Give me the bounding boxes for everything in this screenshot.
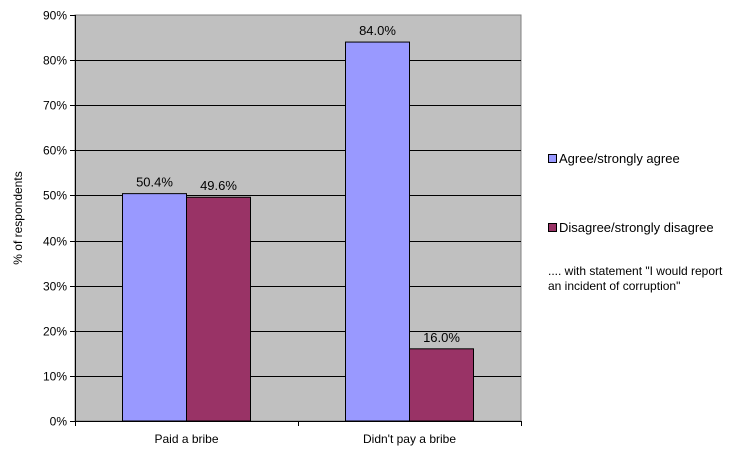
y-tick-label: 0%: [50, 415, 68, 429]
y-tick-label: 70%: [43, 99, 67, 113]
y-tick-label: 50%: [43, 189, 67, 203]
data-label: 49.6%: [200, 178, 237, 193]
y-tick-label: 20%: [43, 325, 67, 339]
y-tick-label: 60%: [43, 144, 67, 158]
bar: [186, 196, 251, 422]
legend-swatch-agree: [548, 154, 557, 163]
y-axis-label: % of respondents: [11, 171, 25, 264]
legend-label-disagree: Disagree/strongly disagree: [559, 220, 714, 235]
legend-label-agree: Agree/strongly agree: [559, 151, 680, 166]
bars: 50.4% 49.6% 84.0% 16.0%: [122, 23, 474, 422]
y-tick-label: 40%: [43, 235, 67, 249]
legend-item-agree: Agree/strongly agree: [548, 151, 680, 166]
data-label: 50.4%: [136, 175, 173, 190]
x-tick-label: Didn't pay a bribe: [363, 432, 456, 446]
legend-swatch-disagree: [548, 223, 557, 232]
y-tick-label: 30%: [43, 280, 67, 294]
axes: 0% 10% 20% 30% 40% 50% 60% 70% 80% 90% Paid a brib…: [43, 9, 522, 446]
bar: [409, 348, 474, 422]
x-tick-label: Paid a bribe: [154, 432, 218, 446]
data-label: 16.0%: [423, 330, 460, 345]
y-tick-label: 10%: [43, 370, 67, 384]
bar: [122, 193, 187, 422]
data-label: 84.0%: [359, 23, 396, 38]
legend-item-disagree: Disagree/strongly disagree: [548, 220, 714, 235]
bar: [345, 41, 410, 422]
y-tick-label: 80%: [43, 54, 67, 68]
chart-annotation: .... with statement "I would report an i…: [548, 264, 723, 293]
y-tick-label: 90%: [43, 9, 67, 23]
